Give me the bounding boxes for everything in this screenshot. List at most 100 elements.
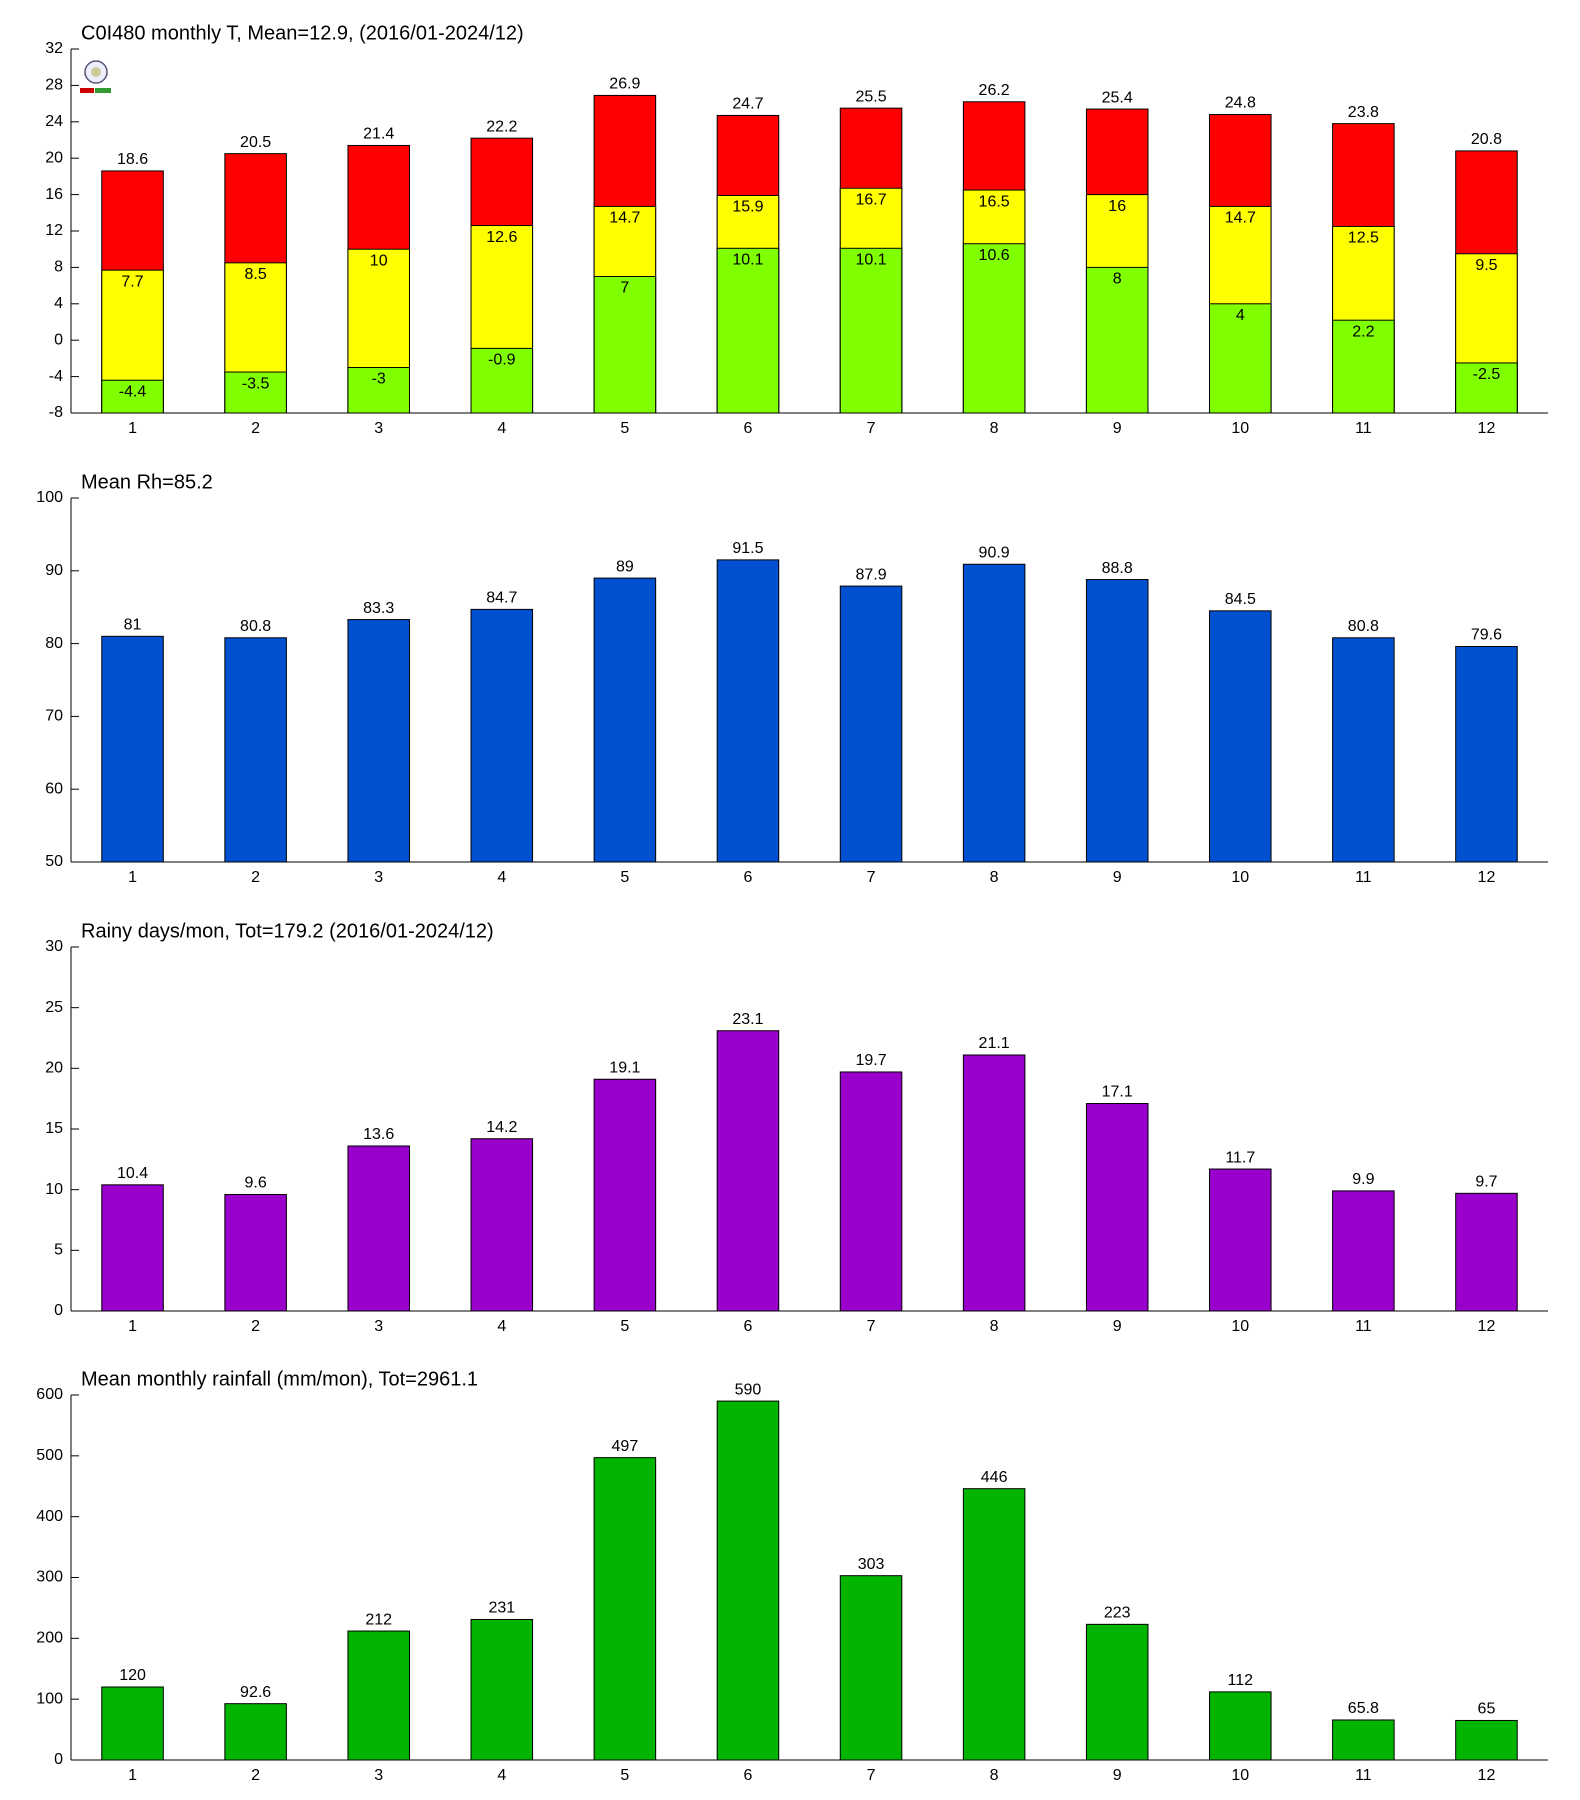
bar — [470, 347, 534, 414]
y-tick-label: 200 — [36, 1630, 63, 1647]
y-tick-label: 0 — [54, 331, 63, 348]
bar — [839, 585, 903, 863]
bar — [224, 371, 287, 414]
x-tick-label: 2 — [251, 1318, 260, 1335]
y-tick-label: 5 — [54, 1242, 63, 1259]
x-tick-label: 7 — [867, 1318, 876, 1335]
value-label: 21.1 — [979, 1035, 1010, 1052]
value-label: 14.7 — [609, 210, 640, 227]
value-label: 17.1 — [1102, 1084, 1133, 1101]
x-tick-label: 8 — [990, 869, 999, 886]
value-label: 16 — [1108, 198, 1126, 215]
value-label: 90.9 — [979, 544, 1010, 561]
value-label: 19.1 — [609, 1059, 640, 1076]
value-label: 26.9 — [609, 76, 640, 93]
y-tick-label: 500 — [36, 1447, 63, 1464]
value-label: 84.5 — [1225, 591, 1256, 608]
y-tick-label: -4 — [49, 368, 63, 385]
value-label: 19.7 — [855, 1052, 886, 1069]
x-tick-label: 5 — [620, 1767, 629, 1784]
x-tick-label: 5 — [620, 420, 629, 437]
y-tick-label: 400 — [36, 1508, 63, 1525]
bar — [716, 1400, 780, 1761]
bar — [101, 1686, 164, 1761]
bar — [347, 367, 410, 414]
value-label: 14.7 — [1225, 210, 1256, 227]
y-tick-label: 100 — [36, 1690, 63, 1707]
x-tick-label: 6 — [744, 869, 753, 886]
value-label: 10.6 — [979, 247, 1010, 264]
bar — [1085, 1623, 1149, 1761]
y-tick-label: 50 — [45, 853, 63, 870]
x-tick-label: 3 — [374, 1318, 383, 1335]
value-label: 87.9 — [855, 566, 886, 583]
y-tick-label: 300 — [36, 1569, 63, 1586]
bar — [716, 247, 780, 414]
x-tick-label: 10 — [1231, 1767, 1249, 1784]
y-tick-label: 25 — [45, 999, 63, 1016]
value-label: 18.6 — [117, 151, 148, 168]
x-tick-label: 3 — [374, 420, 383, 437]
value-label: -4.4 — [119, 383, 147, 400]
bar — [1332, 1190, 1395, 1312]
value-label: 10 — [370, 252, 388, 269]
x-tick-label: 10 — [1231, 420, 1249, 437]
bar — [716, 1030, 780, 1312]
bar — [593, 1457, 657, 1761]
bar — [962, 1054, 1026, 1312]
bar — [1209, 1168, 1272, 1312]
bar — [962, 563, 1026, 863]
value-label: 14.2 — [486, 1119, 517, 1136]
x-tick-label: 8 — [990, 420, 999, 437]
value-label: 83.3 — [363, 600, 394, 617]
y-tick-label: 20 — [45, 149, 63, 166]
x-tick-label: 12 — [1478, 1318, 1496, 1335]
bar — [101, 1184, 164, 1312]
value-label: 7.7 — [121, 273, 143, 290]
value-label: 80.8 — [240, 618, 271, 635]
value-label: 231 — [488, 1600, 515, 1617]
value-label: 79.6 — [1471, 627, 1502, 644]
x-tick-label: 4 — [497, 869, 506, 886]
y-tick-label: 20 — [45, 1060, 63, 1077]
logo — [80, 60, 111, 93]
x-tick-label: 5 — [620, 869, 629, 886]
bar — [1209, 303, 1272, 414]
x-tick-label: 6 — [744, 1318, 753, 1335]
value-label: 497 — [612, 1438, 639, 1455]
value-label: 8 — [1113, 271, 1122, 288]
x-tick-label: 1 — [128, 1767, 137, 1784]
x-tick-label: 9 — [1113, 420, 1122, 437]
value-label: 89 — [616, 558, 634, 575]
value-label: 25.5 — [855, 88, 886, 105]
y-tick-label: 28 — [45, 77, 63, 94]
bar — [1085, 266, 1149, 414]
chart-title: Mean monthly rainfall (mm/mon), Tot=2961… — [81, 1368, 478, 1390]
value-label: 24.7 — [732, 96, 763, 113]
value-label: 8.5 — [245, 266, 267, 283]
x-tick-label: 1 — [128, 1318, 137, 1335]
value-label: -0.9 — [488, 352, 516, 369]
value-label: 120 — [119, 1667, 146, 1684]
y-tick-label: 60 — [45, 780, 63, 797]
bar — [347, 619, 410, 863]
bar — [1455, 646, 1518, 863]
bar — [593, 1078, 657, 1312]
x-tick-label: 8 — [990, 1767, 999, 1784]
x-tick-label: 3 — [374, 1767, 383, 1784]
bar — [593, 577, 657, 863]
chart-title: Rainy days/mon, Tot=179.2 (2016/01-2024/… — [81, 920, 494, 942]
x-tick-label: 6 — [744, 420, 753, 437]
x-tick-label: 7 — [867, 869, 876, 886]
y-tick-label: 24 — [45, 113, 63, 130]
bar — [224, 637, 287, 863]
value-label: 10.1 — [855, 252, 886, 269]
x-tick-label: 2 — [251, 1767, 260, 1784]
bar — [101, 635, 164, 863]
value-label: 16.7 — [855, 191, 886, 208]
value-label: -2.5 — [1473, 366, 1501, 383]
value-label: 92.6 — [240, 1684, 271, 1701]
y-tick-label: 12 — [45, 222, 63, 239]
bar — [101, 379, 164, 414]
bar — [1332, 1719, 1395, 1761]
